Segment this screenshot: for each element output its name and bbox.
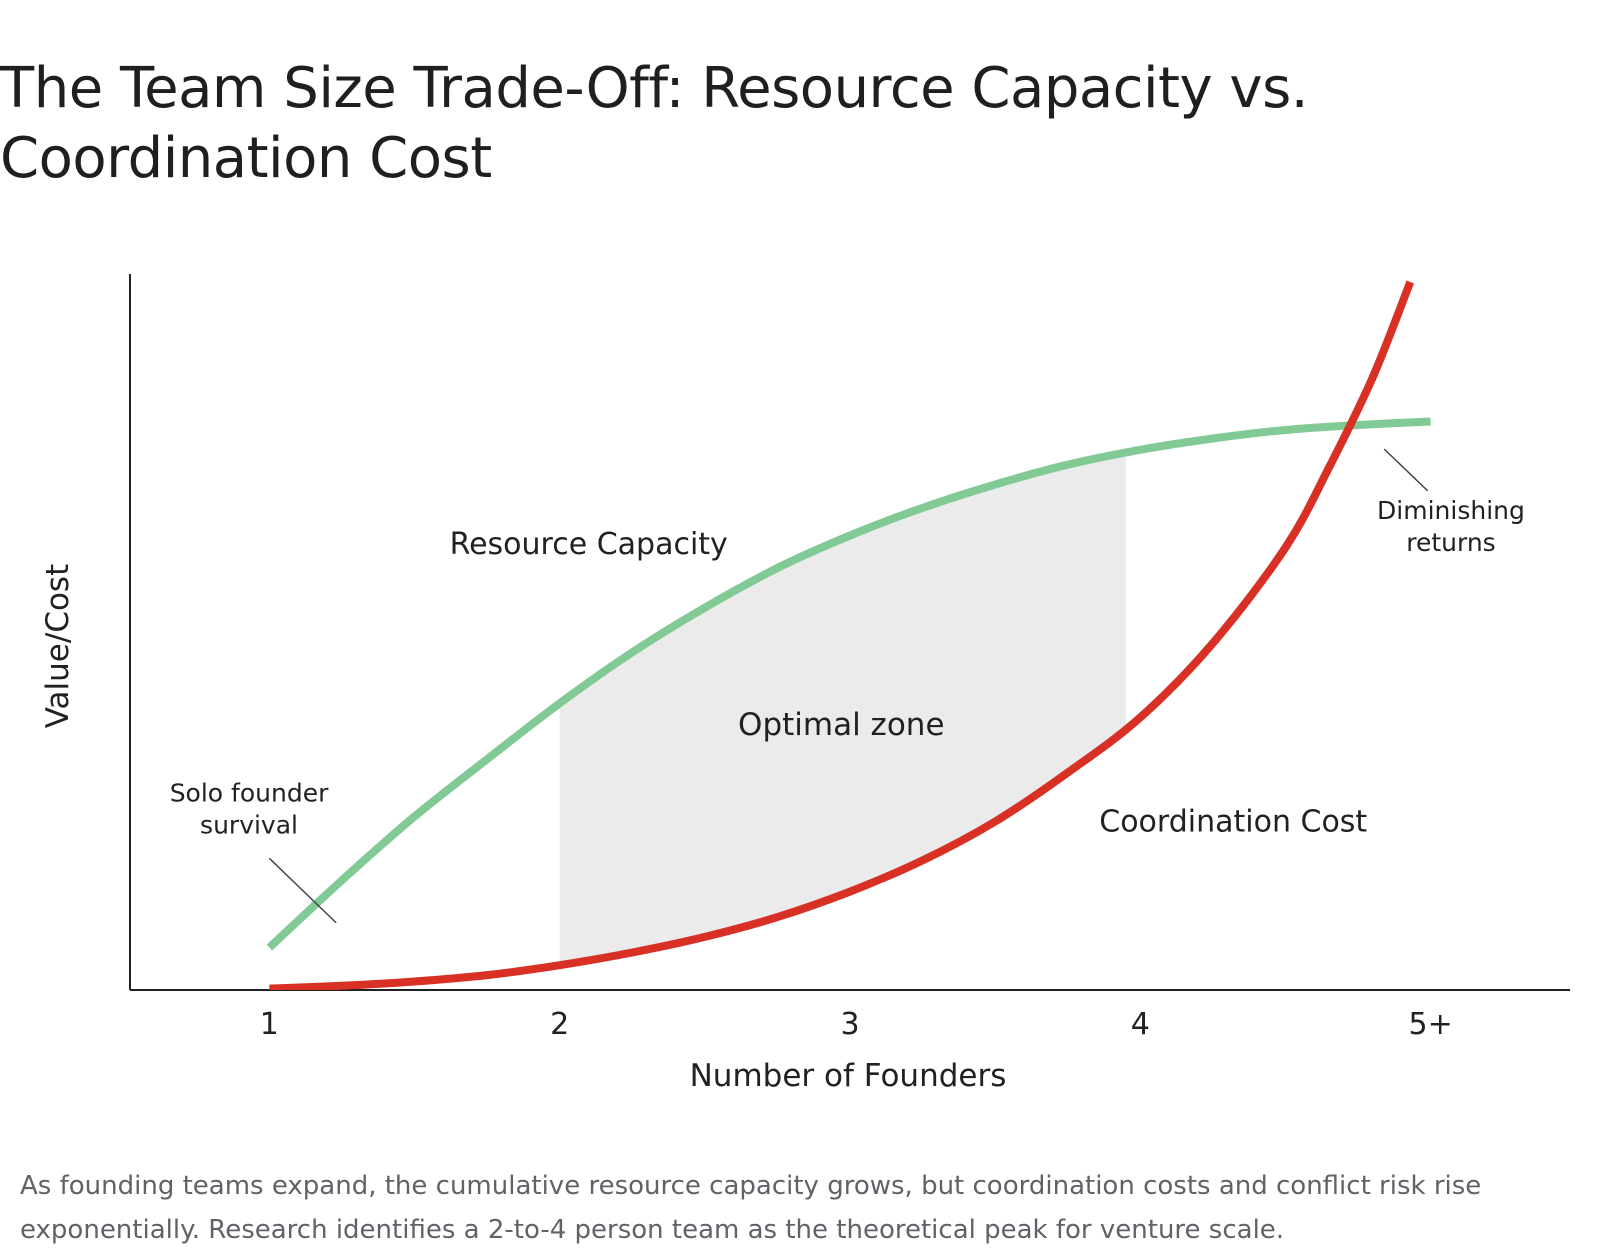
annotation-layer xyxy=(268,448,1429,924)
x-tick-label: 4 xyxy=(1131,1007,1150,1042)
optimal-zone-area xyxy=(559,452,1126,966)
diminishing-returns-annotation-line: Diminishing xyxy=(1377,496,1525,525)
solo-founder-annotation-line: survival xyxy=(200,811,298,840)
solo-founder-annotation-line: Solo founder xyxy=(170,779,329,808)
figure-caption: As founding teams expand, the cumulative… xyxy=(20,1171,1482,1245)
y-axis-label: Value/Cost xyxy=(40,564,76,729)
optimal-zone-label: Optimal zone xyxy=(738,707,944,743)
x-tick-label: 5+ xyxy=(1409,1007,1453,1042)
diminishing-returns-annotation-line: returns xyxy=(1406,528,1495,557)
resource-capacity-line xyxy=(266,417,1431,951)
optimal-zone-layer xyxy=(559,452,1126,966)
x-tick-label: 3 xyxy=(840,1007,859,1042)
page-title: The Team Size Trade-Off: Resource Capaci… xyxy=(0,56,1309,191)
coordination-cost-label: Coordination Cost xyxy=(1099,804,1367,839)
coordination-cost-line xyxy=(269,280,1415,990)
chart-text-layer: 1 2 3 4 5+ Number of Founders Value/Cost Resour… xyxy=(40,496,1525,1094)
x-axis-label: Number of Founders xyxy=(690,1058,1007,1094)
resource-capacity-label: Resource Capacity xyxy=(450,527,728,562)
solo-founder-pointer xyxy=(268,857,337,924)
series-lines-layer xyxy=(266,280,1431,990)
diminishing-returns-pointer xyxy=(1383,448,1429,492)
axes-layer xyxy=(129,274,1570,991)
x-tick-label: 2 xyxy=(550,1007,569,1042)
chart-figure: 1 2 3 4 5+ Number of Founders Value/Cost Resour… xyxy=(0,240,1600,1120)
x-tick-label: 1 xyxy=(260,1007,279,1042)
chart: 1 2 3 4 5+ Number of Founders Value/Cost Resour… xyxy=(40,274,1570,1094)
